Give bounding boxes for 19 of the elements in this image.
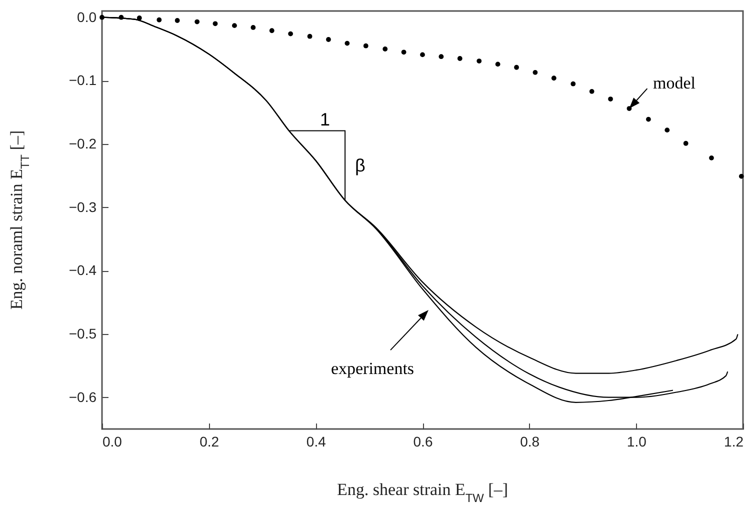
- y-tick-label: −0.2: [68, 136, 97, 152]
- y-tick-label: −0.1: [68, 72, 97, 88]
- x-tick-label: 0.4: [306, 434, 326, 450]
- x-tick-label: 0.0: [102, 434, 122, 450]
- y-tick-label: −0.6: [68, 388, 97, 405]
- y-tick-label: −0.5: [68, 326, 97, 342]
- x-tick-label: 0.8: [520, 434, 540, 450]
- x-tick-label: 1.0: [626, 434, 647, 450]
- x-tick-label: 0.2: [200, 434, 220, 450]
- x-tick-label: 0.6: [413, 434, 433, 450]
- annotation: experiments: [330, 359, 414, 378]
- x-tick-label: 1.2: [724, 434, 744, 450]
- x-axis-title: Eng. shear strain E$_{TW}$ [–]: [337, 480, 508, 505]
- annotation: 1: [320, 110, 330, 130]
- annotation: β: [355, 156, 366, 176]
- y-tick-label: 0.0: [77, 8, 97, 25]
- y-tick-label: −0.4: [68, 262, 97, 278]
- annotation: model: [652, 74, 696, 93]
- y-tick-label: −0.3: [68, 198, 97, 215]
